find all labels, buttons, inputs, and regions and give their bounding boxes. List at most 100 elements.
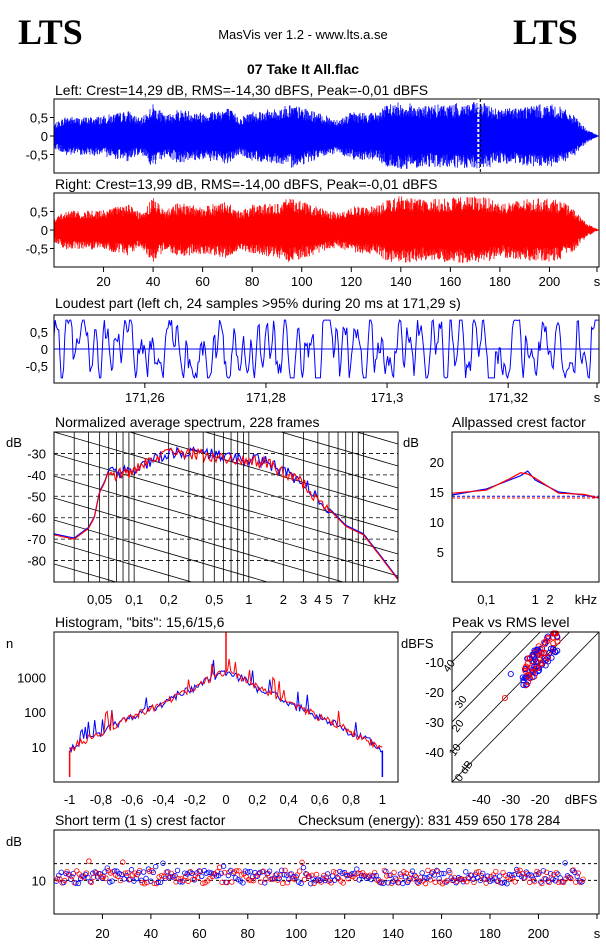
crest-point — [157, 879, 164, 886]
crest-point — [250, 877, 257, 884]
crest-point — [294, 872, 300, 878]
crest-point — [68, 876, 74, 882]
crest-point — [539, 880, 545, 887]
crest-point — [61, 877, 68, 884]
spectrum-right-curve — [54, 447, 398, 580]
crest-point — [233, 867, 240, 874]
crest-point — [73, 880, 79, 886]
peak-rms-point — [541, 639, 548, 646]
crest-point — [116, 870, 123, 877]
peak-rms-point — [546, 649, 553, 656]
loudest-x-tick: 171,3 — [371, 390, 404, 405]
peak-rms-point — [552, 630, 559, 637]
time-tick-label: 80 — [245, 274, 259, 289]
histogram-x-tick: 0 — [222, 792, 229, 807]
right-channel-title: Right: Crest=13,99 dB, RMS=-14,00 dBFS, … — [55, 176, 438, 192]
crest-point — [153, 863, 159, 870]
short-crest-x-tick: 180 — [479, 926, 501, 941]
crest-point — [240, 880, 246, 886]
crest-point — [391, 869, 397, 876]
crest-point — [383, 868, 389, 875]
crest-point — [580, 876, 586, 882]
histogram-x-tick: 1 — [379, 792, 386, 807]
crest-point — [514, 868, 521, 874]
histogram-x-tick: -0,6 — [121, 792, 143, 807]
crest-point — [218, 870, 224, 877]
crest-point — [344, 872, 350, 879]
crest-point — [145, 866, 152, 872]
histogram-x-tick: 0,6 — [311, 792, 329, 807]
crest-point — [333, 870, 339, 876]
crest-point — [92, 869, 98, 875]
crest-point — [124, 870, 131, 876]
crest-point — [385, 880, 391, 886]
crest-point — [109, 878, 115, 884]
crest-point — [220, 863, 227, 869]
app-title: MasVis ver 1.2 - www.lts.a.se — [218, 27, 388, 42]
crest-point — [279, 880, 286, 887]
loudest-part-frame — [53, 314, 600, 384]
crest-point — [567, 874, 573, 881]
crest-point — [150, 869, 157, 876]
crest-point — [409, 868, 416, 874]
histogram-y-tick: 10 — [32, 740, 46, 755]
crest-point — [575, 870, 581, 876]
crest-point — [313, 871, 320, 878]
crest-point — [422, 880, 429, 887]
crest-point — [480, 870, 486, 877]
peak-rms-point — [543, 656, 550, 663]
crest-point — [426, 874, 433, 880]
histogram-title: Histogram, "bits": 15,6/15,6 — [55, 614, 225, 630]
crest-point — [262, 880, 268, 886]
loudest-x-tick: 171,26 — [125, 390, 165, 405]
spectrum-y-tick: -50 — [27, 489, 46, 504]
crest-point — [400, 880, 406, 887]
peak-rms-x-tick: dBFS — [565, 792, 598, 807]
crest-point — [512, 879, 518, 885]
crest-point — [102, 869, 108, 875]
crest-point — [248, 877, 254, 884]
crest-point — [225, 872, 232, 879]
crest-point — [325, 871, 331, 877]
crest-point — [208, 870, 215, 876]
crest-point — [396, 879, 402, 886]
right-channel-y-tick: 0 — [41, 223, 48, 238]
crest-point — [107, 879, 113, 885]
short-crest-title: Short term (1 s) crest factor — [55, 812, 226, 828]
crest-point — [447, 869, 453, 876]
short-crest-x-tick: 140 — [382, 926, 404, 941]
peak-rms-point — [507, 670, 514, 678]
peak-rms-diag-label: 0 dB — [453, 759, 476, 784]
histogram-ylabel: n — [6, 636, 13, 651]
crest-point — [58, 869, 64, 876]
histogram-x-tick: -0,4 — [152, 792, 174, 807]
crest-point — [438, 870, 445, 877]
crest-point — [535, 871, 542, 877]
crest-point — [340, 880, 346, 886]
spectrum-diag — [54, 497, 345, 582]
crest-point — [379, 879, 385, 885]
crest-point — [260, 868, 266, 874]
crest-point — [74, 868, 80, 874]
short-crest-frame — [53, 829, 600, 915]
crest-point — [245, 869, 251, 875]
crest-point — [451, 874, 458, 881]
crest-point — [349, 871, 355, 877]
crest-point — [334, 874, 341, 881]
left-channel-y-tick: -0,5 — [26, 148, 48, 163]
peak-rms-point — [525, 673, 532, 680]
crest-point — [553, 870, 560, 876]
crest-point — [432, 879, 438, 885]
peak-rms-diag-label: 20 — [450, 718, 467, 735]
crest-point — [306, 873, 313, 880]
crest-point — [574, 873, 580, 879]
histogram-left — [69, 659, 383, 754]
time-tick-label: 20 — [96, 274, 110, 289]
crest-point — [158, 872, 165, 879]
crest-point — [123, 872, 130, 879]
allpass-x-tick: 2 — [546, 592, 553, 607]
crest-point — [407, 876, 413, 882]
short-crest-x-tick: 200 — [528, 926, 550, 941]
crest-point — [371, 873, 377, 879]
histogram-x-tick: 0,4 — [280, 792, 298, 807]
